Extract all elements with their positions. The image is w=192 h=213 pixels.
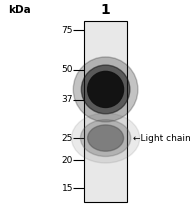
- Text: 15: 15: [61, 184, 73, 193]
- Text: kDa: kDa: [8, 5, 31, 14]
- Ellipse shape: [80, 120, 131, 156]
- Ellipse shape: [73, 57, 138, 122]
- Ellipse shape: [88, 71, 124, 108]
- Text: 25: 25: [62, 134, 73, 142]
- Ellipse shape: [71, 113, 140, 163]
- Text: 37: 37: [61, 95, 73, 104]
- Text: 75: 75: [61, 26, 73, 35]
- Text: ←Light chain: ←Light chain: [133, 134, 191, 142]
- Text: 1: 1: [101, 3, 110, 17]
- Ellipse shape: [81, 65, 130, 114]
- Text: 20: 20: [62, 155, 73, 164]
- Text: 50: 50: [61, 65, 73, 74]
- Ellipse shape: [88, 125, 124, 151]
